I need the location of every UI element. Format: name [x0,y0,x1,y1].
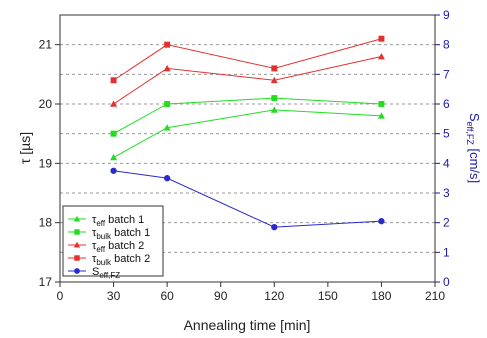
legend-main: τ [92,240,97,252]
legend-item: τeff batch 2 [68,240,144,254]
y-axis-right: 0 1 2 3 4 5 6 7 8 9 [435,8,450,289]
legend-box [62,205,164,277]
legend-main: S [92,266,99,278]
x-tick-label: 210 [425,289,445,303]
x-tick-label: 120 [264,289,284,303]
series [110,106,385,161]
x-tick-label: 90 [214,289,228,303]
data-point [271,223,278,231]
data-point [110,100,118,107]
series [110,95,385,137]
data-point [377,112,385,119]
data-point [73,215,81,222]
data-point [163,175,171,182]
y-left-tick-label: 18 [39,216,53,230]
y-right-tick-label: 6 [443,97,450,111]
data-point [163,124,171,131]
data-point [110,153,118,161]
legend-sub: eff [96,245,106,254]
y-right-tick-label: 8 [443,38,450,52]
x-tick-label: 60 [160,289,174,303]
x-tick-label: 30 [107,289,121,303]
y-axis-left: 17 18 19 20 21 [39,38,60,289]
data-point [110,130,117,137]
legend-rest: batch 1 [111,227,150,239]
plot-frame [59,14,436,283]
legend-sub: eff,FZ [99,271,120,280]
series [110,167,385,231]
legend-label: τeff batch 1 [92,214,144,228]
series-line [113,97,382,135]
x-axis-title: Annealing time [min] [184,317,311,333]
y-right-tick-label: 4 [443,156,450,170]
series-line [113,109,382,158]
y-right-tick-label: 2 [443,216,450,230]
legend-label: Seff,FZ [92,266,120,280]
data-point [377,53,385,60]
y-right-title-sub: eff,FZ [465,122,475,146]
series-layer [110,35,385,231]
y-right-title-main: S [467,113,482,122]
series-line [113,56,382,105]
series [110,53,385,107]
y-right-tick-label: 7 [443,67,450,81]
y-right-tick-label: 9 [443,8,450,22]
y-left-tick-label: 19 [39,156,53,170]
y-axis-left-title: τ [µs] [17,132,33,164]
data-point [74,229,80,235]
legend-item: τeff batch 1 [68,214,144,228]
x-axis: 0 30 60 90 120 150 180 210 [57,282,445,303]
legend-main: τ [92,253,97,265]
legend-main: τ [92,214,97,226]
legend-item: Seff,FZ [68,266,120,280]
y-right-title-unit: [cm/s] [467,145,482,183]
legend-label: τbulk batch 1 [92,227,150,241]
x-tick-label: 0 [57,289,64,303]
y-right-tick-label: 0 [443,275,450,289]
y-right-tick-label: 1 [443,245,450,259]
data-point [163,64,171,72]
y-right-tick-label: 3 [443,186,450,200]
data-point [110,77,117,84]
series-line [113,170,382,228]
x-tick-label: 180 [371,289,391,303]
legend-sub: bulk [96,232,112,241]
data-point [271,65,278,72]
legend-item: τbulk batch 1 [68,227,150,241]
data-point [74,255,80,261]
data-point [74,268,80,274]
data-point [73,241,81,248]
data-point [110,167,117,174]
data-point [270,106,278,113]
legend-item: τbulk batch 2 [68,253,150,267]
data-point [378,35,385,42]
data-point [164,101,171,107]
series-line [113,38,382,81]
legend-sub: eff [96,219,106,228]
legend-rest: batch 2 [111,253,150,265]
legend-label: τbulk batch 2 [92,253,150,267]
y-axis-right-title: Seff,FZ [cm/s] [465,113,482,183]
data-point [271,95,278,102]
legend-main: τ [92,227,97,239]
y-left-tick-label: 21 [39,38,53,52]
y-left-tick-label: 20 [39,97,53,111]
x-tick-label: 150 [318,289,338,303]
legend-sub: bulk [96,258,112,267]
series [110,35,385,84]
legend-rest: batch 1 [105,214,144,226]
data-point [270,76,278,84]
y-left-tick-label: 17 [39,275,53,289]
data-point [164,41,171,48]
data-point [378,101,385,107]
y-right-tick-label: 5 [443,127,450,141]
legend-rest: batch 2 [105,240,144,252]
data-point [378,218,385,225]
legend-label: τeff batch 2 [92,240,144,254]
